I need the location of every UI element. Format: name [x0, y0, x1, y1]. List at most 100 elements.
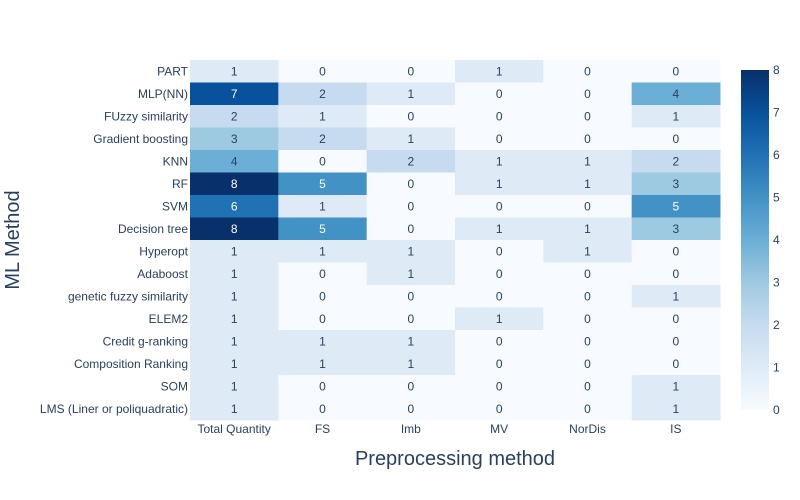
cell-value-label: 0: [319, 312, 326, 326]
heatmap-cell: [455, 352, 544, 376]
cell-value-label: 1: [231, 402, 238, 416]
heatmap-cell: [543, 352, 633, 376]
colorbar-tick-label: 6: [773, 148, 780, 162]
heatmap-cell: [278, 195, 368, 218]
cell-value-label: 0: [407, 402, 414, 416]
y-tick-label: RF: [172, 177, 188, 191]
cell-value-label: 3: [231, 132, 238, 146]
cell-value-label: 0: [319, 402, 326, 416]
heatmap-cell: [543, 285, 633, 308]
y-tick-label: SOM: [161, 379, 188, 393]
heatmap-cell: [543, 105, 633, 128]
cell-value-label: 0: [584, 334, 591, 348]
cell-value-label: 5: [319, 177, 326, 191]
cell-value-label: 0: [672, 267, 679, 281]
y-tick-label: SVM: [162, 199, 188, 213]
cell-value-label: 0: [584, 402, 591, 416]
cell-value-label: 0: [584, 379, 591, 393]
heatmap-cell: [190, 105, 279, 128]
heatmap-cell: [278, 397, 368, 421]
cell-value-label: 2: [319, 132, 326, 146]
cell-value-label: 5: [672, 199, 679, 213]
colorbar-tick-label: 7: [773, 106, 780, 120]
heatmap-cell: [278, 150, 368, 173]
heatmap-cell: [543, 82, 633, 106]
cell-value-label: 8: [231, 222, 238, 236]
cell-value-label: 0: [584, 64, 591, 78]
cell-value-label: 1: [407, 357, 414, 371]
cell-value-label: 0: [672, 64, 679, 78]
cell-value-label: 0: [407, 64, 414, 78]
cell-value-label: 0: [496, 109, 503, 123]
y-axis-tick-labels: PART MLP(NN) FUzzy similarity Gradient boos…: [40, 64, 189, 416]
cell-value-label: 1: [584, 154, 591, 168]
cell-value-label: 0: [319, 154, 326, 168]
heatmap-cell: [543, 307, 633, 331]
heatmap-cell: [278, 307, 368, 331]
cell-value-label: 0: [407, 199, 414, 213]
x-axis-title: Preprocessing method: [355, 448, 555, 470]
heatmap-cell: [190, 285, 279, 308]
cell-value-label: 0: [584, 267, 591, 281]
heatmap-cell: [455, 195, 544, 218]
cell-value-label: 0: [407, 312, 414, 326]
colorbar-tick-label: 5: [773, 191, 780, 205]
cell-value-label: 1: [496, 64, 503, 78]
cell-value-label: 0: [407, 289, 414, 303]
cell-value-label: 1: [672, 402, 679, 416]
x-tick-label: Total Quantity: [197, 422, 270, 436]
cell-value-label: 1: [672, 109, 679, 123]
cell-value-label: 0: [319, 64, 326, 78]
cell-value-label: 1: [231, 267, 238, 281]
cell-value-label: 5: [319, 222, 326, 236]
cell-value-label: 3: [672, 222, 679, 236]
cell-value-label: 4: [231, 154, 238, 168]
y-tick-label: FUzzy similarity: [104, 109, 188, 123]
y-axis-title: ML Method: [2, 190, 24, 289]
heatmap-cell: [455, 105, 544, 128]
cell-value-label: 0: [319, 289, 326, 303]
cell-value-label: 1: [231, 64, 238, 78]
heatmap-cell: [366, 240, 456, 263]
x-tick-label: MV: [490, 422, 508, 436]
cell-value-label: 0: [407, 379, 414, 393]
heatmap-cell: [366, 375, 456, 398]
cell-value-label: 1: [231, 334, 238, 348]
heatmap-cell: [631, 240, 721, 263]
heatmap-cell: [543, 240, 633, 263]
cell-value-label: 1: [407, 334, 414, 348]
cell-value-label: 0: [496, 379, 503, 393]
cell-value-label: 0: [496, 87, 503, 101]
heatmap-cell: [366, 307, 456, 331]
heatmap-cell: [190, 262, 279, 286]
heatmap-cell: [543, 375, 633, 398]
heatmap-cell: [631, 217, 721, 241]
cell-value-label: 0: [407, 222, 414, 236]
heatmap-cell: [543, 195, 633, 218]
heatmap-cell: [190, 82, 279, 106]
heatmap-cell: [190, 330, 279, 353]
heatmap-cell: [543, 127, 633, 151]
cell-value-label: 0: [496, 357, 503, 371]
cell-value-label: 1: [496, 154, 503, 168]
heatmap-cell: [631, 127, 721, 151]
heatmap-cell: [278, 172, 368, 196]
cell-value-label: 1: [319, 244, 326, 258]
cell-value-label: 1: [231, 312, 238, 326]
cell-value-label: 1: [407, 132, 414, 146]
heatmap-cell: [190, 150, 279, 173]
heatmap-cell: [190, 60, 279, 83]
cell-value-label: 1: [407, 87, 414, 101]
cell-value-label: 0: [584, 289, 591, 303]
cell-value-label: 0: [319, 267, 326, 281]
heatmap-cell: [631, 262, 721, 286]
colorbar-tick-label: 3: [773, 276, 780, 290]
heatmap-cell: [543, 150, 633, 173]
heatmap-cell: [631, 172, 721, 196]
cell-value-label: 0: [672, 334, 679, 348]
colorbar-tick-label: 4: [773, 233, 780, 247]
heatmap-cell: [455, 285, 544, 308]
cell-value-label: 1: [231, 244, 238, 258]
heatmap-cell: [455, 375, 544, 398]
colorbar: 0 1 2 3 4 5 6 7 8: [741, 63, 780, 417]
